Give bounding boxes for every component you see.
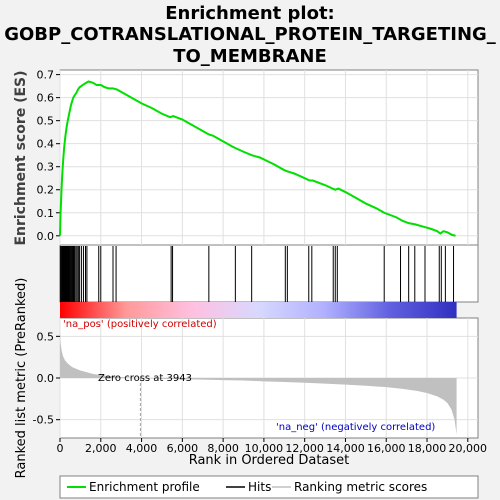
metric-y-tick-label: 0.0 xyxy=(37,372,55,385)
chart-title-line-2: GOBP_COTRANSLATIONAL_PROTEIN_TARGETING_ xyxy=(4,24,496,45)
x-tick-label: 14,000 xyxy=(326,442,365,455)
ranked-list-colorbar xyxy=(60,302,457,318)
es-y-tick-label: 0.4 xyxy=(37,138,55,151)
es-y-tick-label: 0.3 xyxy=(37,161,55,174)
legend-metric-label: Ranking metric scores xyxy=(294,480,427,494)
enrichment-profile-line xyxy=(59,80,456,237)
es-grid xyxy=(59,70,478,245)
na-pos-annotation: 'na_pos' (positively correlated) xyxy=(63,319,217,330)
es-y-tick-label: 0.7 xyxy=(37,69,55,82)
es-y-ticks: 0.0 0.1 0.2 0.3 0.4 0.5 0.6 0.7 xyxy=(37,69,60,243)
x-tick-label: 8,000 xyxy=(207,442,239,455)
legend-hits-label: Hits xyxy=(248,480,271,494)
colorbar-gradient xyxy=(60,302,457,318)
x-tick-label: 2,000 xyxy=(85,442,117,455)
es-y-tick-label: 0.2 xyxy=(37,184,55,197)
ranking-metric-area xyxy=(60,332,457,435)
es-y-tick-label: 0.0 xyxy=(37,230,55,243)
es-y-axis-label: Enrichment score (ES) xyxy=(13,70,29,245)
x-axis-ticks: 0 2,000 4,000 6,000 8,000 10,000 12,000 14,000 1… xyxy=(57,438,488,455)
metric-y-tick-label: 0.5 xyxy=(37,330,55,343)
es-y-tick-label: 0.6 xyxy=(37,92,55,105)
x-tick-label: 4,000 xyxy=(126,442,158,455)
es-panel xyxy=(59,69,479,246)
es-y-tick-label: 0.1 xyxy=(37,207,55,220)
zero-cross-label: Zero cross at 3943 xyxy=(98,373,192,384)
x-tick-label: 10,000 xyxy=(245,442,284,455)
hit-markers xyxy=(59,246,455,302)
x-axis-label: Rank in Ordered Dataset xyxy=(189,453,350,468)
x-tick-label: 16,000 xyxy=(367,442,406,455)
x-tick-label: 12,000 xyxy=(285,442,324,455)
x-tick-label: 6,000 xyxy=(167,442,199,455)
metric-y-tick-label: -0.5 xyxy=(33,414,54,427)
x-tick-label: 18,000 xyxy=(408,442,447,455)
chart-title-line-1: Enrichment plot: xyxy=(165,3,335,24)
legend-box xyxy=(59,475,479,499)
metric-y-axis-label: Ranked list metric (PreRanked) xyxy=(14,278,29,479)
metric-y-ticks: 0.5 0.0 -0.5 xyxy=(33,330,60,427)
x-tick-label: 20,000 xyxy=(449,442,488,455)
na-neg-annotation: 'na_neg' (negatively correlated) xyxy=(276,422,435,433)
hits-panel xyxy=(59,244,479,303)
x-tick-label: 0 xyxy=(57,442,64,455)
legend-enrichment-label: Enrichment profile xyxy=(89,480,200,494)
chart-title-line-3: TO_MEMBRANE xyxy=(173,46,327,67)
es-y-tick-label: 0.5 xyxy=(37,115,55,128)
